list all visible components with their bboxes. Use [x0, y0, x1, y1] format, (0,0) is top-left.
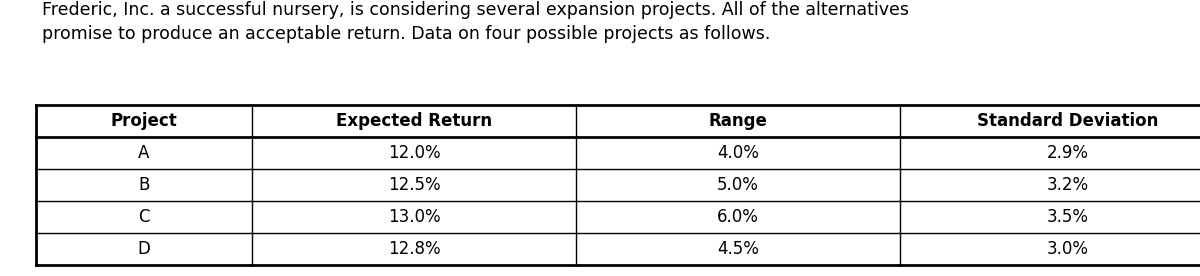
Text: 12.5%: 12.5% [388, 176, 440, 194]
Text: 2.9%: 2.9% [1046, 144, 1090, 162]
Text: 6.0%: 6.0% [718, 208, 758, 226]
Text: 4.0%: 4.0% [718, 144, 758, 162]
Text: 13.0%: 13.0% [388, 208, 440, 226]
Text: C: C [138, 208, 150, 226]
Text: Standard Deviation: Standard Deviation [977, 112, 1159, 130]
Text: A: A [138, 144, 150, 162]
Text: B: B [138, 176, 150, 194]
Text: 3.2%: 3.2% [1046, 176, 1090, 194]
Text: Project: Project [110, 112, 178, 130]
Text: Expected Return: Expected Return [336, 112, 492, 130]
Text: 3.5%: 3.5% [1046, 208, 1090, 226]
Text: D: D [138, 240, 150, 258]
Text: 3.0%: 3.0% [1046, 240, 1090, 258]
Text: Frederic, Inc. a successful nursery, is considering several expansion projects. : Frederic, Inc. a successful nursery, is … [42, 1, 910, 43]
Text: 12.0%: 12.0% [388, 144, 440, 162]
Text: Range: Range [708, 112, 768, 130]
Text: 4.5%: 4.5% [718, 240, 758, 258]
Text: 12.8%: 12.8% [388, 240, 440, 258]
Text: 5.0%: 5.0% [718, 176, 758, 194]
